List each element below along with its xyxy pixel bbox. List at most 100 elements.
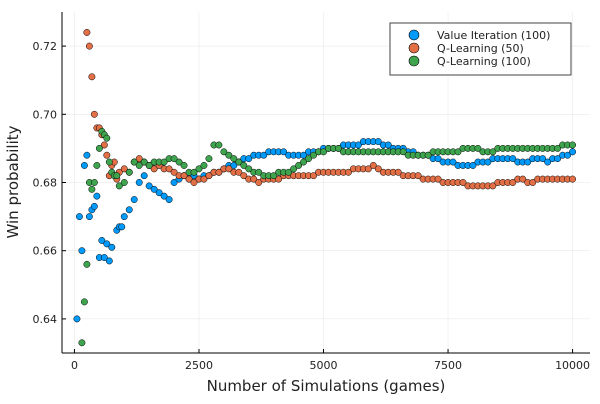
data-point bbox=[245, 155, 253, 163]
legend-marker-value-iteration-100 bbox=[408, 29, 420, 41]
data-point bbox=[489, 148, 497, 156]
data-point bbox=[225, 165, 233, 173]
data-point bbox=[98, 237, 106, 244]
data-point bbox=[103, 240, 111, 248]
data-series bbox=[73, 29, 577, 347]
x-axis-label: Number of Simulations (games) bbox=[207, 377, 446, 395]
data-point bbox=[220, 148, 228, 156]
legend-label-value-iteration-100: Value Iteration (100) bbox=[437, 29, 550, 42]
data-point bbox=[90, 179, 98, 186]
data-point bbox=[235, 158, 243, 166]
legend-box bbox=[389, 22, 572, 76]
data-point bbox=[120, 179, 128, 186]
x-tick-label: 0 bbox=[71, 359, 78, 372]
data-point bbox=[344, 168, 352, 176]
x-tick-label: 2500 bbox=[185, 359, 213, 372]
y-tick-label: 0.72 bbox=[33, 40, 58, 53]
data-point bbox=[230, 162, 238, 169]
data-point bbox=[280, 148, 288, 156]
data-point bbox=[519, 175, 527, 183]
data-point bbox=[83, 260, 91, 268]
data-point bbox=[489, 182, 497, 190]
data-point bbox=[185, 175, 193, 183]
x-tick-label: 10000 bbox=[555, 359, 590, 372]
data-point bbox=[103, 151, 111, 159]
data-point bbox=[93, 192, 101, 200]
data-point bbox=[120, 213, 128, 221]
data-point bbox=[474, 144, 482, 152]
data-point bbox=[414, 172, 422, 180]
data-point bbox=[320, 148, 327, 156]
data-point bbox=[150, 165, 158, 173]
data-point bbox=[374, 138, 382, 146]
data-point bbox=[335, 144, 342, 152]
data-point bbox=[93, 162, 101, 169]
data-point bbox=[469, 162, 477, 169]
data-point bbox=[310, 151, 317, 159]
data-point bbox=[524, 158, 532, 166]
data-point bbox=[215, 141, 223, 149]
data-point bbox=[255, 179, 263, 186]
data-point bbox=[240, 162, 248, 169]
data-point bbox=[130, 196, 138, 204]
data-point bbox=[190, 168, 198, 176]
data-point bbox=[80, 162, 88, 169]
data-point bbox=[285, 168, 293, 176]
data-point bbox=[105, 257, 113, 265]
data-point bbox=[165, 196, 173, 204]
data-point bbox=[85, 213, 93, 221]
data-point bbox=[554, 155, 562, 163]
data-point bbox=[374, 165, 382, 173]
data-point bbox=[270, 172, 278, 180]
data-point bbox=[135, 162, 143, 169]
y-tick-label: 0.64 bbox=[33, 313, 58, 326]
data-point bbox=[85, 42, 93, 50]
data-point bbox=[83, 29, 91, 36]
data-point bbox=[509, 155, 517, 163]
data-point bbox=[434, 155, 442, 163]
y-tick-label: 0.68 bbox=[33, 177, 58, 190]
data-point bbox=[399, 148, 407, 156]
data-point bbox=[245, 165, 253, 173]
data-point bbox=[145, 182, 153, 190]
data-point bbox=[394, 168, 402, 176]
data-point bbox=[88, 185, 96, 193]
data-point bbox=[255, 168, 263, 176]
data-point bbox=[180, 172, 188, 180]
data-point bbox=[160, 192, 168, 200]
data-point bbox=[113, 172, 121, 180]
data-point bbox=[135, 155, 143, 163]
data-point bbox=[100, 141, 108, 149]
data-point bbox=[215, 168, 223, 176]
data-point bbox=[150, 185, 158, 193]
data-point bbox=[205, 172, 213, 180]
data-point bbox=[175, 158, 183, 166]
data-point bbox=[449, 158, 457, 166]
data-point bbox=[205, 155, 213, 163]
data-point bbox=[83, 151, 91, 159]
data-point bbox=[170, 168, 178, 176]
data-point bbox=[170, 155, 178, 163]
data-point bbox=[195, 165, 203, 173]
data-point bbox=[78, 247, 86, 255]
data-point bbox=[295, 162, 303, 169]
y-tick-label: 0.70 bbox=[33, 108, 58, 121]
data-point bbox=[384, 141, 392, 149]
data-point bbox=[354, 141, 362, 149]
x-ticks: 0 2500 5000 7500 10000 bbox=[71, 349, 590, 372]
data-point bbox=[240, 172, 248, 180]
data-point bbox=[554, 144, 562, 152]
data-point bbox=[165, 165, 173, 173]
data-point bbox=[75, 213, 83, 221]
data-point bbox=[529, 179, 537, 186]
data-point bbox=[235, 168, 243, 176]
data-point bbox=[369, 162, 377, 169]
legend-label-q-learning-50: Q-Learning (50) bbox=[437, 42, 524, 55]
legend-marker-q-learning-50 bbox=[408, 42, 420, 54]
x-tick-label: 7500 bbox=[434, 359, 462, 372]
data-point bbox=[260, 151, 268, 159]
data-point bbox=[484, 158, 492, 166]
data-point bbox=[120, 165, 128, 173]
data-point bbox=[90, 110, 98, 118]
